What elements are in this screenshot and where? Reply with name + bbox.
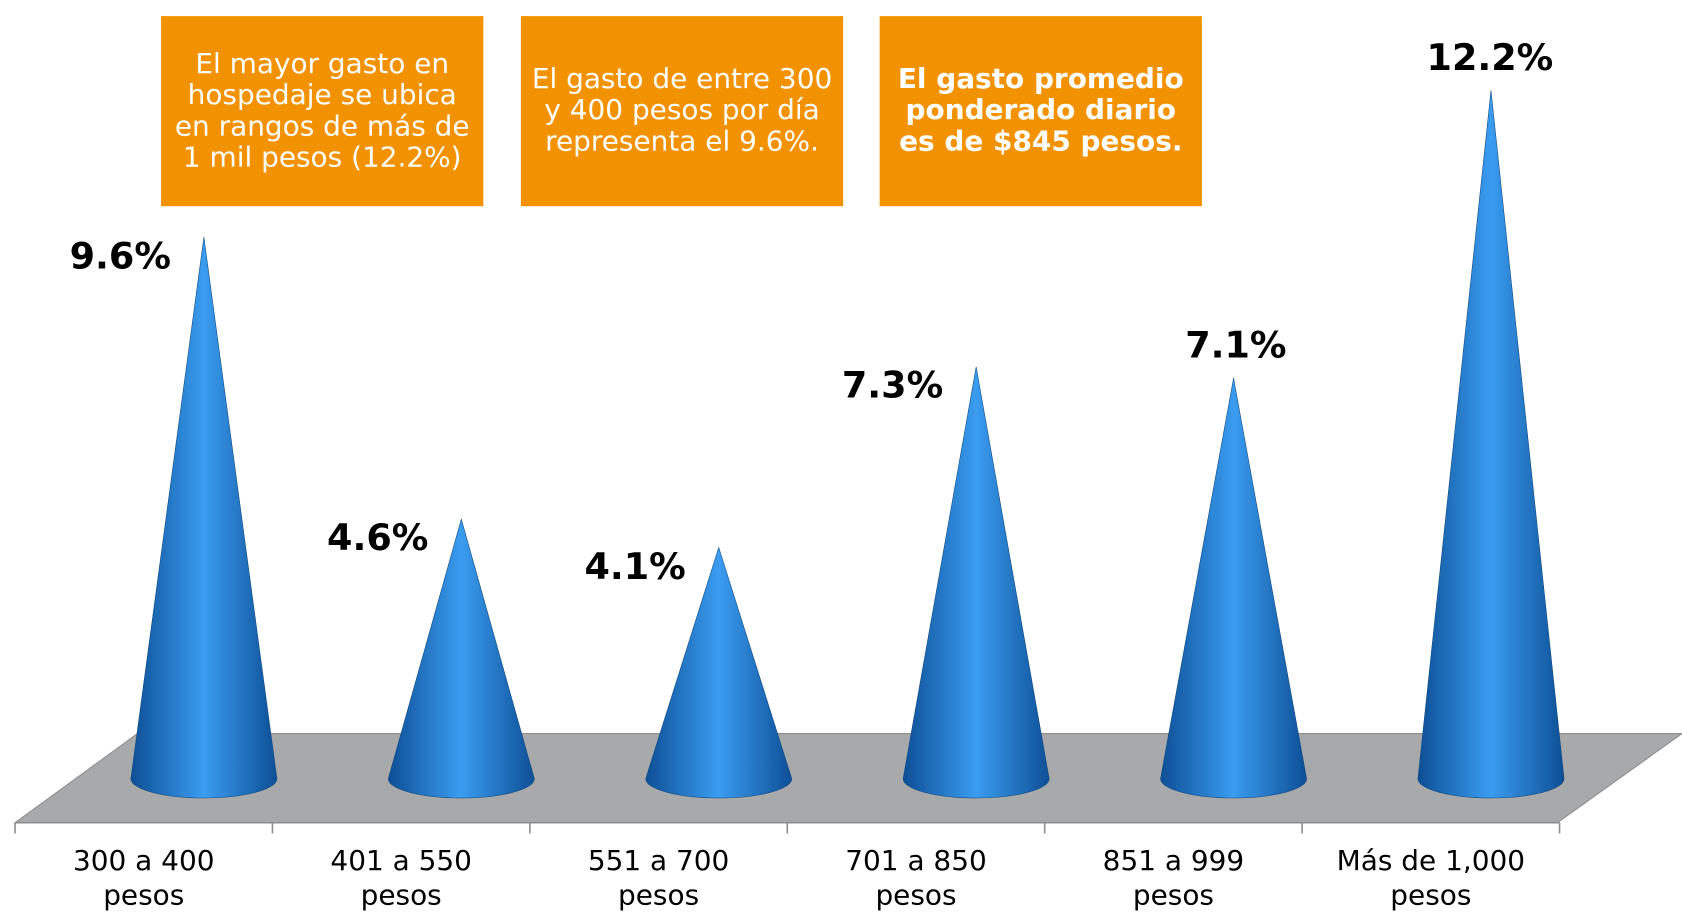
value-label: 4.1% <box>584 545 686 589</box>
annotation: El mayor gasto en hospedaje se ubica en … <box>161 16 484 207</box>
annotation: El gasto promedio ponderado diario es de… <box>879 16 1202 207</box>
annotation: El gasto de entre 300 y 400 pesos por dí… <box>520 16 844 207</box>
cone <box>902 366 1050 799</box>
value-label: 12.2% <box>1426 36 1554 80</box>
value-label: 9.6% <box>69 234 171 278</box>
value-label: 7.1% <box>1185 324 1287 368</box>
cone <box>1417 90 1565 799</box>
x-tick-label: 701 a 850 pesos <box>845 845 987 912</box>
x-tick-label: 300 a 400 pesos <box>73 845 215 912</box>
x-tick-label: 851 a 999 pesos <box>1102 845 1245 912</box>
value-label: 7.3% <box>841 364 944 408</box>
x-tick-label: Más de 1,000 pesos <box>1336 845 1526 912</box>
cone <box>645 546 793 799</box>
cone <box>388 518 535 799</box>
x-tick-label: 551 a 700 pesos <box>587 845 730 912</box>
cone <box>1160 378 1307 799</box>
value-label: 4.6% <box>327 516 429 560</box>
cone <box>130 236 278 799</box>
x-tick-label: 401 a 550 pesos <box>330 845 472 912</box>
